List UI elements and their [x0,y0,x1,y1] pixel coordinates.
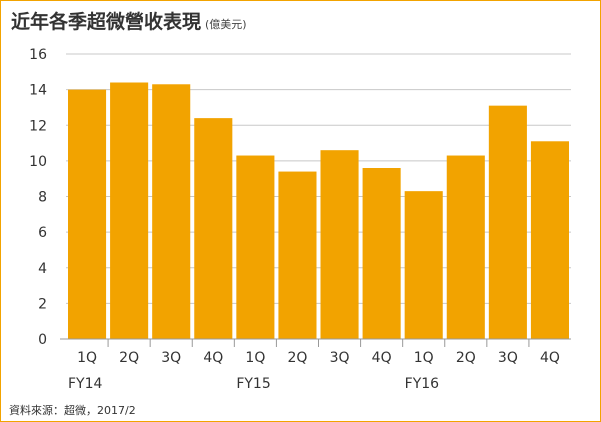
bar [152,84,191,339]
chart-unit-label: (億美元) [205,18,247,31]
bar-chart: 0 2 4 6 8 10 12 14 16 1Q 2Q 3Q 4Q 1Q 2Q 3Q 4Q 1Q 2Q 3Q 4Q FY1… [29,47,571,392]
y-tick-label: 8 [38,190,47,206]
bar [278,171,317,339]
group-label: FY15 [236,376,270,392]
bar [320,150,359,339]
x-tick-label: 2Q [119,350,139,366]
x-tick-label: 3Q [330,350,350,366]
y-tick-label: 14 [29,83,47,99]
bar [362,168,401,339]
group-label: FY16 [405,376,440,392]
y-tick-label: 4 [38,261,47,277]
y-tick-label: 6 [38,225,47,241]
x-tick-label: 4Q [203,350,223,366]
y-tick-label: 0 [38,332,47,348]
x-tick-label: 4Q [540,350,560,366]
x-tick-label: 1Q [414,350,434,366]
x-tick-label: 1Q [77,350,97,366]
bar [488,105,527,339]
x-tick-label: 4Q [372,350,392,366]
chart-title-text: 近年各季超微營收表現 [11,11,202,33]
chart-title: 近年各季超微營收表現 (億美元) [11,7,247,34]
bar [194,118,233,339]
bar [110,82,149,339]
source-note: 資料來源：超微，2017/2 [9,404,136,417]
x-tick-label: 2Q [287,350,307,366]
x-tick-label: 2Q [456,350,476,366]
y-tick-label: 10 [29,154,47,170]
bar [68,89,107,339]
y-tick-label: 2 [38,296,47,312]
bar [446,155,485,339]
x-tick-label: 1Q [245,350,265,366]
y-tick-label: 16 [29,47,47,63]
y-tick-label: 12 [29,118,47,134]
bar [236,155,275,339]
group-label: FY14 [68,376,103,392]
bar [404,191,443,339]
x-tick-label: 3Q [498,350,518,366]
x-tick-label: 3Q [161,350,181,366]
bar [530,141,569,339]
